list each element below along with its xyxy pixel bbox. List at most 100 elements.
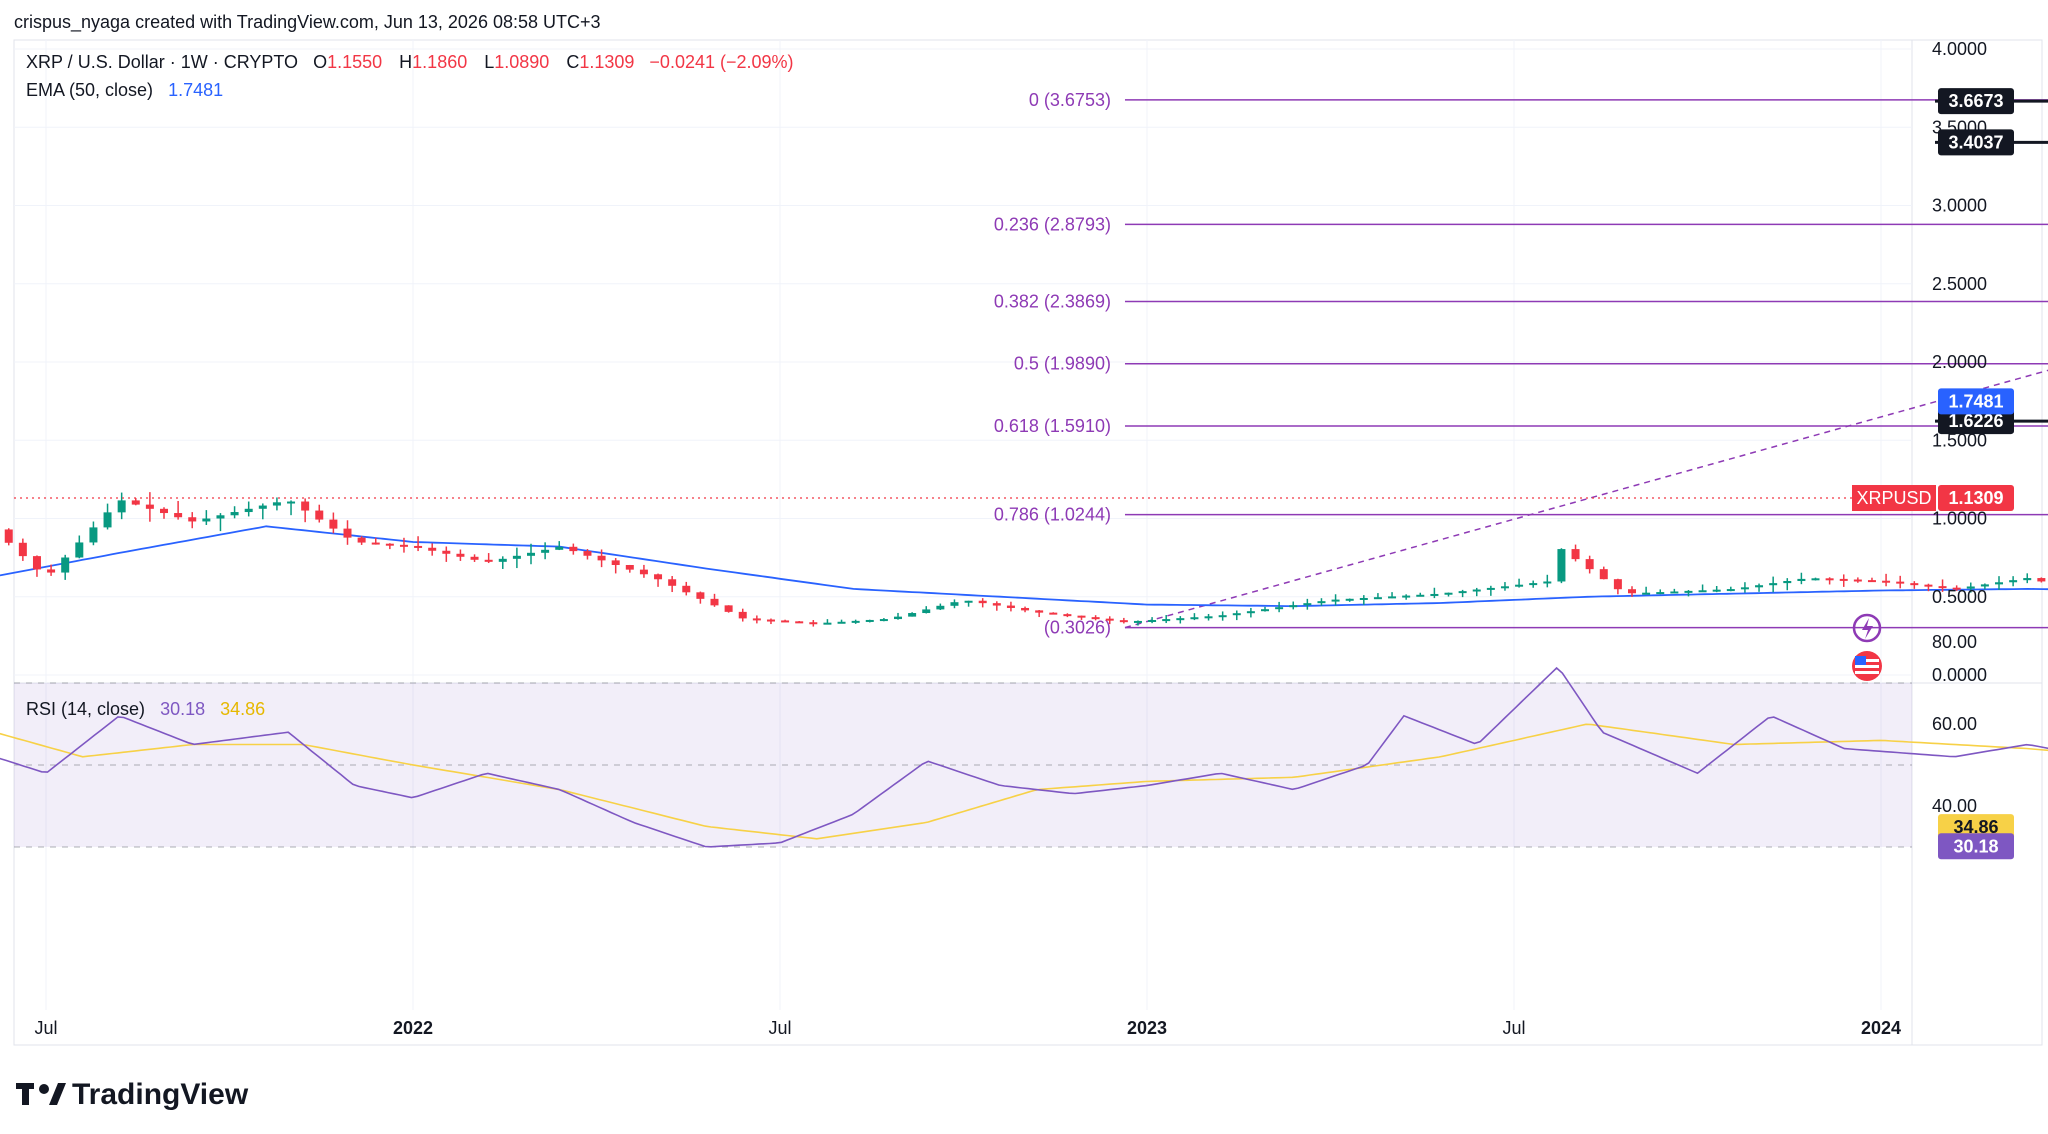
fib-level-label: 0.382 (2.3869) [994, 291, 1111, 311]
candle-body [117, 500, 126, 513]
rsi-line [0, 666, 2048, 848]
time-tick-label: Jul [34, 1018, 57, 1038]
rsi-tick-label: 40.00 [1932, 796, 1977, 816]
candle-body [654, 574, 663, 580]
candle-body [936, 605, 945, 610]
candle-body [18, 542, 27, 557]
candle-body [1218, 615, 1227, 618]
candle-body [865, 619, 874, 622]
candle-body [145, 504, 154, 509]
candle-body [216, 515, 225, 519]
ema-50-line [0, 525, 2048, 607]
candle-body [1599, 569, 1608, 580]
candle-body [1232, 613, 1241, 616]
candle-body [1882, 580, 1891, 583]
candle-body [738, 611, 747, 619]
price-change: −0.0241 (−2.09%) [649, 52, 793, 72]
candle-body [682, 585, 691, 593]
time-axis[interactable]: Jul2022Jul2023Jul2024Jul2025Jul2026Jul [34, 1018, 2048, 1038]
last-price-tag: 1.1309 [1948, 488, 2003, 508]
fib-level-label: 0.236 (2.8793) [994, 214, 1111, 234]
candle-body [4, 529, 13, 543]
candle-body [795, 621, 804, 624]
candle-body [1952, 587, 1961, 590]
candle-body [809, 622, 818, 625]
candle-body [61, 557, 70, 573]
ohlc-low-key: L [484, 52, 494, 72]
rsi-axis[interactable]: 80.00 60.00 40.00 [1932, 632, 1977, 816]
tradingview-logo[interactable]: TradingView [16, 1078, 249, 1111]
candle-body [1359, 597, 1368, 600]
candle-body [569, 546, 578, 552]
candle-body [879, 619, 888, 622]
candle-body [781, 620, 790, 623]
candle-body [555, 546, 564, 550]
candle-body [1839, 578, 1848, 581]
gridlines [14, 40, 1912, 1010]
candle-body [823, 622, 832, 625]
price-tick-label: 2.0000 [1932, 352, 1987, 372]
candle-body [1500, 586, 1509, 589]
candle-body [357, 537, 366, 543]
brand-name: TradingView [72, 1078, 249, 1111]
candle-body [1388, 596, 1397, 599]
horizontal-levels[interactable] [1935, 99, 2048, 423]
ohlc-open-key: O [313, 52, 327, 72]
candle-body [978, 600, 987, 604]
candle-body [837, 621, 846, 624]
lightning-icon[interactable] [1852, 613, 1882, 643]
price-tick-label: 3.0000 [1932, 196, 1987, 216]
candle-body [1698, 590, 1707, 593]
candle-body [2037, 578, 2046, 582]
rsi-tick-label: 60.00 [1932, 714, 1977, 734]
candle-body [442, 550, 451, 554]
rsi-lines [0, 666, 2048, 848]
candle-body [541, 549, 550, 553]
candle-body [1402, 595, 1411, 598]
candle-body [1472, 589, 1481, 592]
fib-retracement[interactable]: 0 (3.6753) 0.236 (2.8793) 0.382 (2.3869) 0.… [994, 90, 2048, 638]
candle-body [1303, 603, 1312, 606]
ohlc-low: 1.0890 [494, 52, 549, 72]
candle-body [1119, 620, 1128, 623]
candle-body [1515, 584, 1524, 587]
candle-body [329, 519, 338, 529]
candle-body [1769, 583, 1778, 586]
candle-body [1105, 618, 1114, 621]
candle-body [272, 502, 281, 506]
candle-body [244, 508, 253, 513]
us-flag-icon[interactable] [1852, 651, 1882, 681]
candle-body [1486, 587, 1495, 590]
candle-body [456, 553, 465, 557]
candle-body [1204, 616, 1213, 619]
candle-body [1726, 589, 1735, 592]
candle-body [1910, 583, 1919, 586]
candle-body [1613, 579, 1622, 590]
ema-legend[interactable]: EMA (50, close) 1.7481 [26, 80, 223, 100]
chart-credit: crispus_nyaga created with TradingView.c… [14, 12, 601, 33]
candle-body [1091, 617, 1100, 620]
candle-body [399, 544, 408, 547]
rsi-legend-value: 30.18 [160, 699, 205, 719]
candle-body [1035, 610, 1044, 613]
candle-body [894, 616, 903, 620]
candle-body [1077, 615, 1086, 618]
candle-body [1021, 607, 1030, 611]
time-tick-label: Jul [1502, 1018, 1525, 1038]
candle-body [1656, 592, 1665, 595]
candle-body [1783, 581, 1792, 584]
candle-body [371, 542, 380, 545]
time-tick-label: 2024 [1861, 1018, 1901, 1038]
symbol-line: XRP / U.S. Dollar · 1W · CRYPTO O1.1550 … [26, 52, 794, 72]
rsi-legend[interactable]: RSI (14, close) 30.18 34.86 [26, 699, 265, 719]
candle-body [1430, 593, 1439, 596]
candle-body [1176, 618, 1185, 621]
ohlc-close: 1.1309 [579, 52, 634, 72]
candle-body [1966, 586, 1975, 589]
candle-body [188, 517, 197, 522]
candle-body [1825, 578, 1834, 581]
fib-level-label: 0.5 (1.9890) [1014, 354, 1111, 374]
candle-body [1289, 605, 1298, 608]
candle-body [131, 500, 140, 505]
